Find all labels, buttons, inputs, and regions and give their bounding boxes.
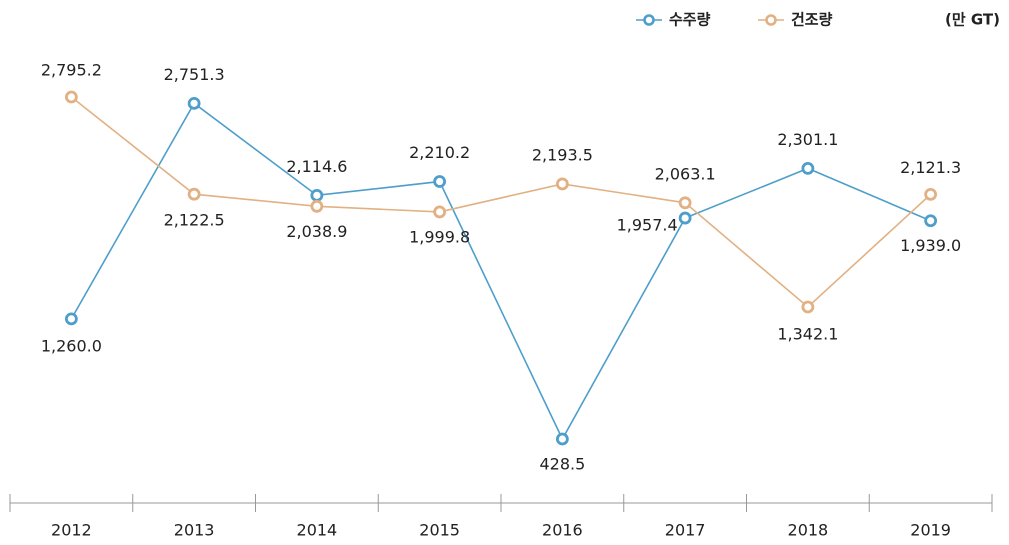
value-label: 1,957.4 — [617, 216, 678, 235]
value-label: 1,999.8 — [409, 227, 470, 246]
value-label: 2,063.1 — [655, 164, 716, 183]
x-tick-label: 2019 — [910, 521, 951, 540]
value-label: 2,795.2 — [41, 61, 102, 80]
value-label: 2,193.5 — [532, 145, 593, 164]
point — [310, 199, 324, 213]
legend-marker — [765, 14, 777, 26]
series-line — [70, 96, 932, 309]
point — [678, 196, 692, 210]
value-label: 1,939.0 — [900, 236, 961, 255]
value-label: 1,260.0 — [41, 336, 102, 355]
x-tick-label: 2016 — [542, 521, 583, 540]
x-tick-label: 2014 — [297, 521, 338, 540]
point — [801, 300, 815, 314]
value-label: 2,210.2 — [409, 143, 470, 162]
x-tick-label: 2015 — [419, 521, 460, 540]
legend-label: 수주량 — [669, 11, 711, 29]
legend-label: 건조량 — [791, 11, 833, 29]
point — [64, 90, 78, 104]
point — [310, 188, 324, 202]
value-label: 428.5 — [539, 455, 585, 474]
x-tick-label: 2017 — [665, 521, 706, 540]
point — [187, 187, 201, 201]
value-label: 2,121.3 — [900, 158, 961, 177]
point — [801, 161, 815, 175]
x-tick-label: 2012 — [51, 521, 92, 540]
point — [555, 432, 569, 446]
value-label: 2,751.3 — [164, 65, 225, 84]
point — [433, 205, 447, 219]
x-tick-label: 2018 — [788, 521, 829, 540]
point — [678, 211, 692, 225]
value-label: 1,342.1 — [777, 324, 838, 343]
point — [924, 214, 938, 228]
value-label: 2,038.9 — [286, 222, 347, 241]
legend-marker — [643, 14, 655, 26]
point — [555, 177, 569, 191]
value-label: 2,122.5 — [164, 211, 225, 230]
value-label: 2,301.1 — [777, 130, 838, 149]
point — [924, 187, 938, 201]
point — [433, 175, 447, 188]
point — [187, 96, 201, 110]
value-label: 2,114.6 — [286, 157, 347, 176]
series-line — [70, 102, 931, 441]
x-tick-label: 2013 — [174, 521, 215, 540]
point — [64, 312, 78, 326]
unit-label: (만 GT) — [945, 11, 1000, 29]
